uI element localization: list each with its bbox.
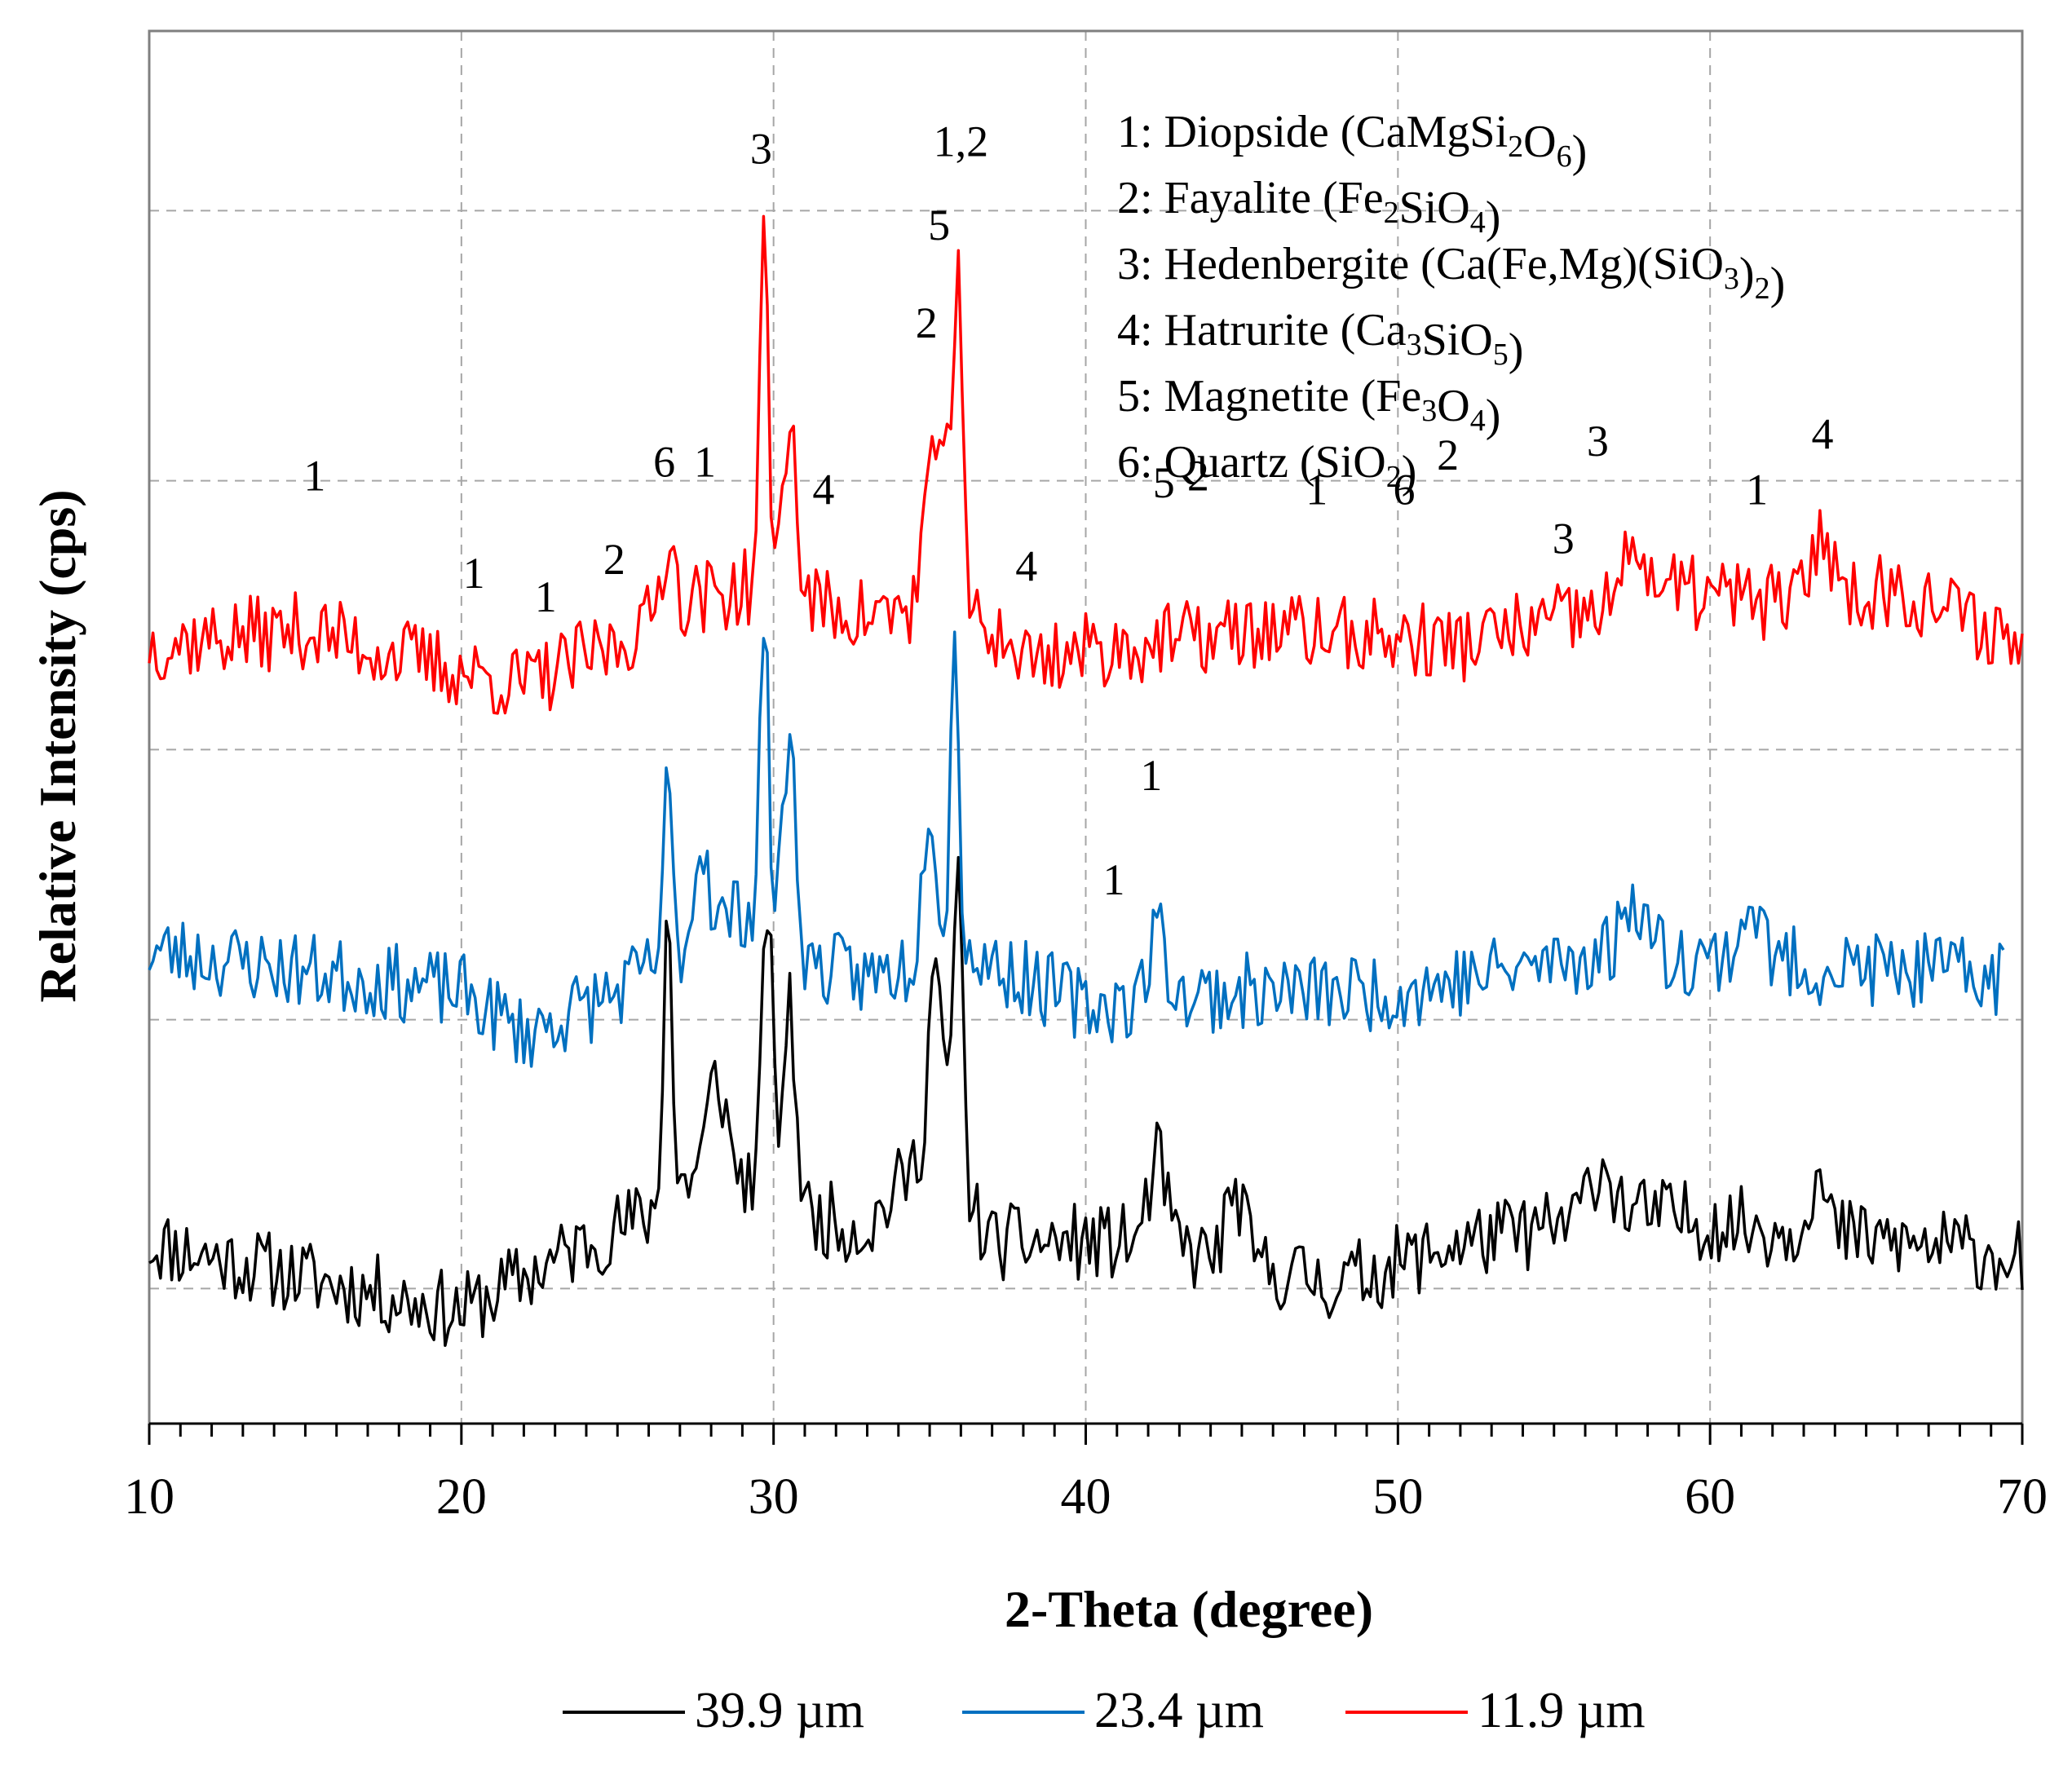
series-legend: 39.9 µm 23.4 µm 11.9 µm [563, 1683, 1646, 1738]
phase-entry-2: 2: Fayalite (Fe2SiO4) [1117, 173, 1500, 243]
peak-label: 1 [1746, 466, 1768, 514]
peak-label: 4 [1811, 409, 1833, 458]
x-tick-label: 60 [1685, 1469, 1735, 1525]
y-axis-title: Relative Intensity (cps) [29, 489, 86, 1002]
peak-label: 1 [303, 452, 325, 501]
phase-entry-5: 5: Magnetite (Fe3O4) [1117, 371, 1500, 441]
x-tick-label: 10 [124, 1469, 175, 1525]
phase-legend: 1: Diopside (CaMgSi2O6)2: Fayalite (Fe2S… [1117, 107, 1785, 497]
phase-entry-6: 6: Quartz (SiO2) [1117, 437, 1416, 497]
peak-label: 4 [812, 466, 834, 514]
peak-label: 2 [1437, 431, 1459, 479]
series-lines [148, 214, 2024, 1347]
phase-entry-1: 1: Diopside (CaMgSi2O6) [1117, 107, 1587, 177]
x-axis: 10 20 30 40 50 60 70 [124, 1422, 2048, 1525]
peak-label: 3 [1587, 417, 1609, 466]
legend-label: 23.4 µm [1094, 1683, 1264, 1738]
peak-label: 4 [1015, 542, 1037, 591]
peak-label: 1 [694, 438, 716, 487]
x-tick-label: 70 [1997, 1469, 2048, 1525]
peak-label: 6 [1393, 466, 1415, 514]
peak-label: 1 [1102, 855, 1124, 904]
peak-label: 1 [1140, 751, 1162, 800]
phase-entry-4: 4: Hatrurite (Ca3SiO5) [1117, 305, 1523, 375]
peak-label: 2 [916, 298, 938, 347]
x-tick-label: 40 [1061, 1469, 1111, 1525]
peak-label: 1,2 [934, 117, 989, 166]
phase-entry-3: 3: Hedenbergite (Ca(Fe,Mg)(SiO3)2) [1117, 239, 1785, 309]
peak-label: 2 [603, 535, 625, 584]
series-line-11.9 [148, 214, 2024, 715]
x-axis-title: 2-Theta (degree) [1005, 1580, 1373, 1638]
peak-label: 3 [750, 124, 772, 173]
series-line-39.9 [148, 855, 2024, 1347]
x-tick-label: 20 [436, 1469, 487, 1525]
legend-label: 11.9 µm [1478, 1683, 1646, 1738]
peak-label: 6 [653, 438, 675, 487]
peak-label: 1 [1305, 466, 1328, 514]
peak-label: 1 [463, 549, 485, 598]
peak-label: 3 [1553, 514, 1575, 563]
gridlines [149, 31, 2022, 1424]
legend-label: 39.9 µm [695, 1683, 864, 1738]
series-line-23.4 [148, 630, 2005, 1068]
peak-label: 5 [928, 201, 950, 249]
peak-label: 2 [1187, 452, 1209, 501]
peak-label: 1 [535, 572, 557, 621]
x-tick-label: 30 [749, 1469, 799, 1525]
x-tick-label: 50 [1372, 1469, 1423, 1525]
peak-label: 5 [1153, 458, 1175, 507]
